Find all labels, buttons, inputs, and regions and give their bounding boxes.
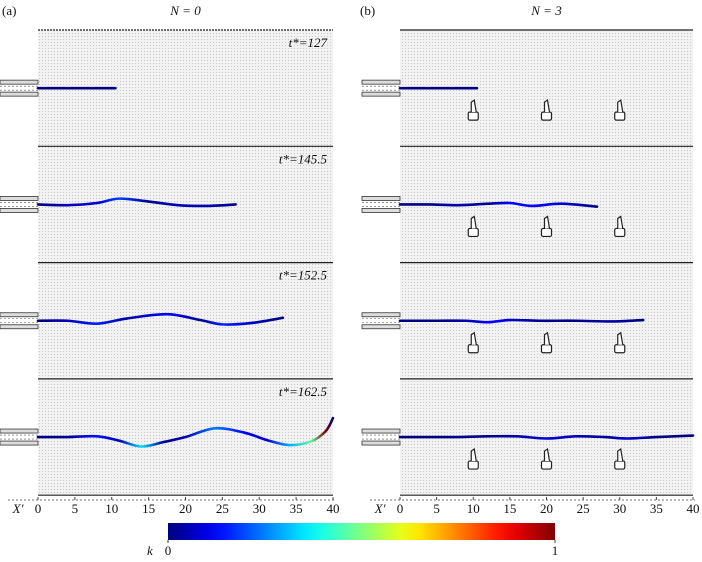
- filament: [36, 312, 285, 326]
- obstacle: [540, 448, 553, 470]
- inlet-wall: [0, 312, 39, 318]
- x-tick-label: 25: [577, 501, 590, 516]
- x-tick-label: 20: [179, 501, 192, 516]
- obstacle-post: [543, 99, 551, 113]
- inlet-wall: [0, 79, 39, 85]
- x-tick-label: 5: [433, 501, 440, 516]
- time-label: t*=145.5: [279, 151, 328, 166]
- inlet-wall: [361, 428, 401, 434]
- obstacle-post: [470, 448, 477, 462]
- inlet-wall: [0, 208, 39, 213]
- inlet-wall: [0, 91, 39, 97]
- obstacle-base: [467, 460, 479, 470]
- x-tick-label: 35: [650, 501, 663, 516]
- obstacle: [614, 448, 626, 470]
- obstacle: [467, 448, 479, 470]
- inlet-wall: [0, 196, 39, 201]
- x-tick-label: 30: [253, 501, 266, 516]
- inlet-wall: [361, 324, 401, 330]
- obstacle-post: [470, 331, 477, 345]
- obstacle-base: [540, 111, 553, 121]
- obstacle-base: [467, 227, 479, 238]
- panel-title: N = 3: [530, 3, 562, 18]
- obstacle-post: [617, 448, 624, 462]
- obstacle-post: [543, 448, 551, 462]
- obstacle-post: [617, 331, 624, 345]
- inlet-wall: [361, 208, 401, 213]
- obstacle-base: [540, 344, 553, 354]
- x-tick-label: 0: [35, 501, 42, 516]
- obstacle-post: [543, 215, 551, 229]
- x-axis-label: X': [12, 501, 24, 516]
- obstacle-base: [614, 460, 626, 470]
- x-tick-label: 5: [72, 501, 79, 516]
- filament: [36, 416, 335, 448]
- time-label: t*=127: [289, 35, 328, 50]
- obstacle: [540, 215, 553, 238]
- x-tick-label: 40: [687, 501, 700, 516]
- obstacle: [614, 331, 626, 354]
- x-tick-label: 15: [503, 501, 516, 516]
- colorbar-tick-label: 1: [552, 543, 559, 558]
- obstacle: [467, 99, 479, 121]
- obstacle: [467, 331, 479, 354]
- x-tick-label: 35: [290, 501, 303, 516]
- filament: [398, 201, 599, 208]
- obstacle-base: [467, 344, 479, 354]
- x-tick-label: 10: [105, 501, 118, 516]
- obstacle: [540, 99, 553, 121]
- filament: [398, 318, 645, 324]
- obstacle: [540, 331, 553, 354]
- x-tick-label: 30: [613, 501, 626, 516]
- filament: [36, 197, 237, 208]
- obstacle: [614, 215, 626, 238]
- inlet-wall: [0, 428, 39, 434]
- obstacle-base: [614, 344, 626, 354]
- obstacle-base: [540, 227, 553, 238]
- inlet-wall: [0, 440, 39, 446]
- inlet-wall: [361, 79, 401, 85]
- obstacle-post: [617, 99, 624, 113]
- inlet-wall: [0, 324, 39, 330]
- time-label: t*=152.5: [279, 268, 328, 283]
- obstacle-post: [617, 215, 624, 229]
- obstacle-post: [470, 99, 477, 113]
- obstacle-post: [470, 215, 477, 229]
- inlet-wall: [361, 440, 401, 446]
- colorbar-tick-label: 0: [165, 543, 172, 558]
- panel-label: (b): [360, 3, 375, 18]
- x-tick-label: 15: [142, 501, 155, 516]
- obstacle-base: [540, 460, 553, 470]
- obstacle-base: [467, 111, 479, 121]
- inlet-wall: [361, 312, 401, 318]
- inlet-wall: [361, 196, 401, 201]
- panel-title: N = 0: [169, 3, 201, 18]
- obstacle-base: [614, 111, 626, 121]
- x-tick-label: 40: [327, 501, 340, 516]
- inlet-wall: [361, 91, 401, 97]
- x-tick-label: 20: [540, 501, 553, 516]
- x-tick-label: 25: [216, 501, 229, 516]
- colorbar: [168, 523, 555, 540]
- x-tick-label: 10: [467, 501, 480, 516]
- obstacle: [614, 99, 626, 121]
- colorbar-label: k: [147, 543, 153, 558]
- obstacle-base: [614, 227, 626, 238]
- x-tick-label: 0: [397, 501, 404, 516]
- obstacle: [467, 215, 479, 238]
- filament: [398, 434, 695, 440]
- time-label: t*=162.5: [279, 384, 328, 399]
- panel-label: (a): [2, 3, 16, 18]
- obstacle-post: [543, 331, 551, 345]
- x-axis-label: X': [374, 501, 386, 516]
